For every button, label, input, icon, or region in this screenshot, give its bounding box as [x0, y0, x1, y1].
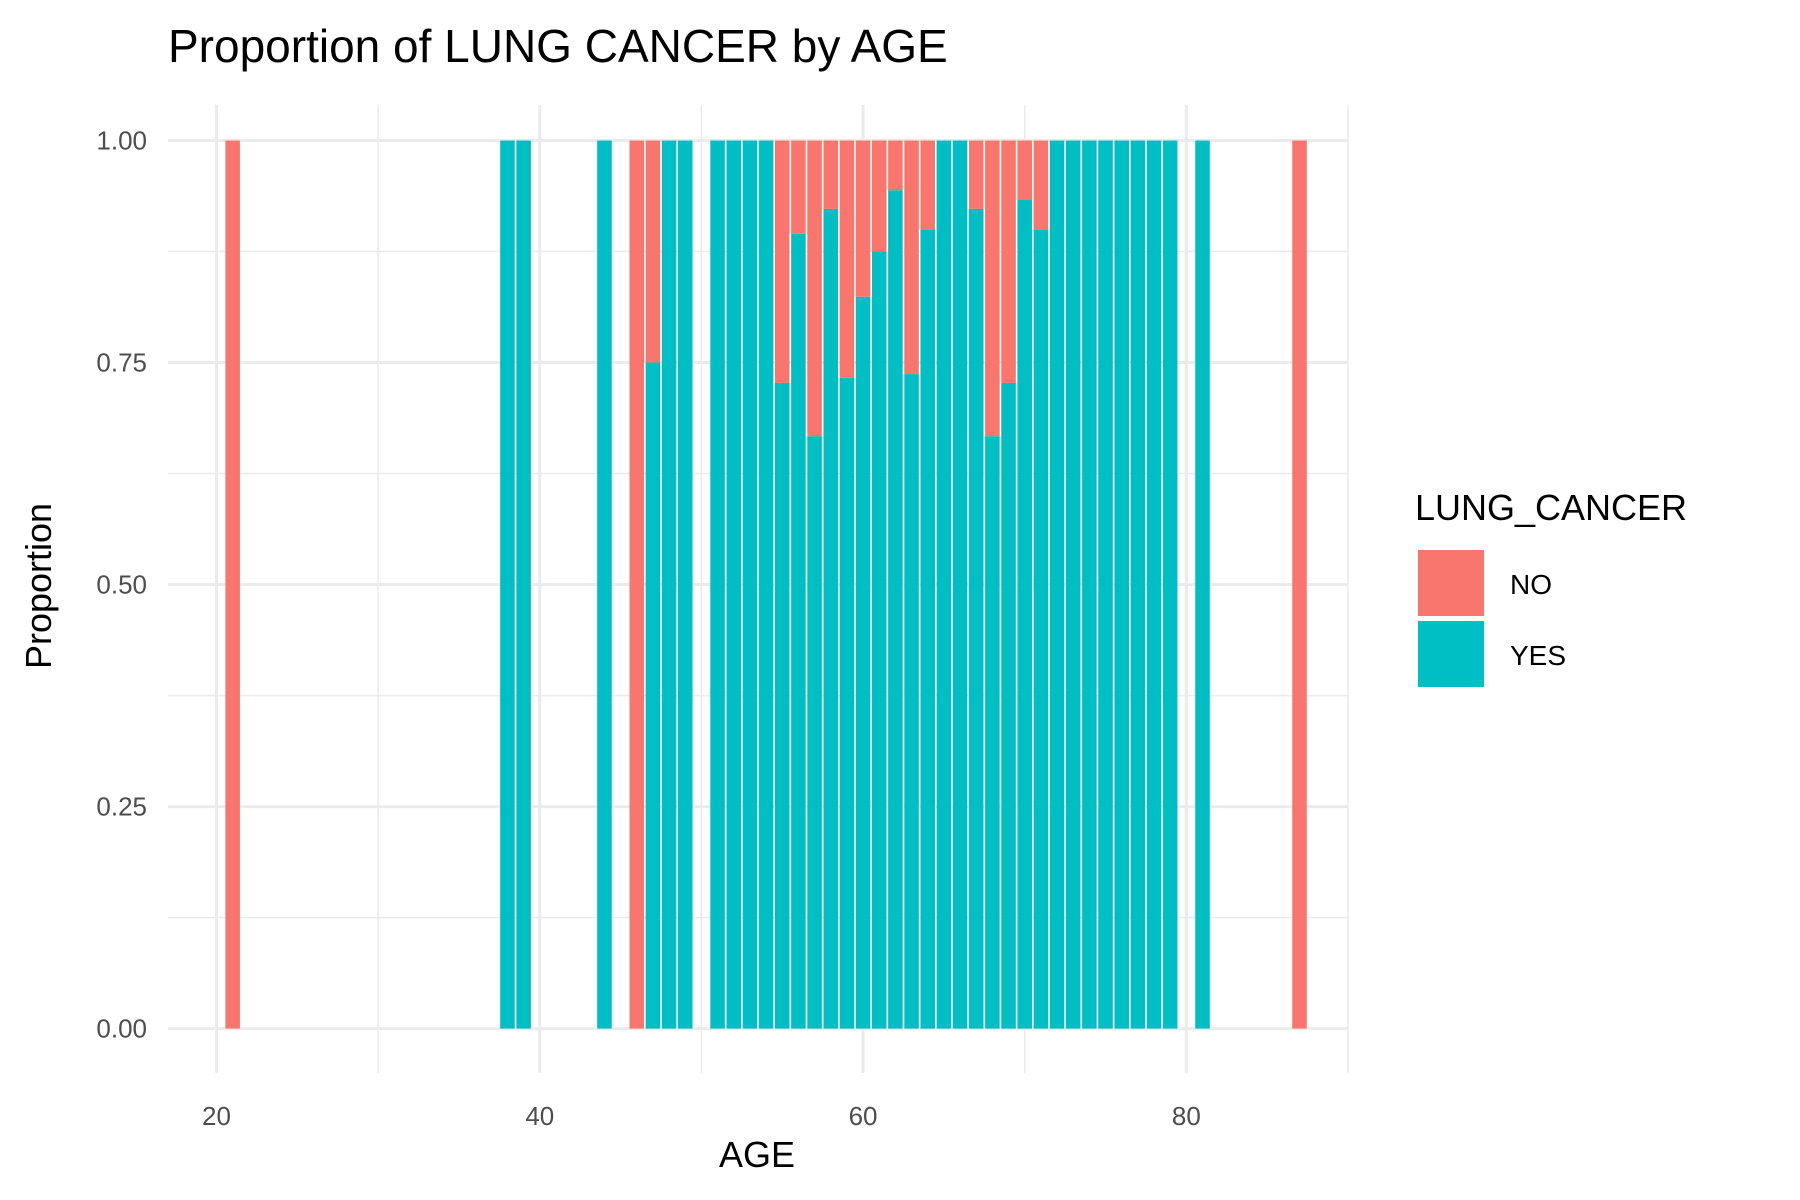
bar-yes	[597, 140, 612, 1029]
bar-yes	[855, 296, 871, 1029]
bar-no	[888, 140, 903, 191]
bar-yes	[677, 140, 693, 1029]
bar-yes	[920, 229, 935, 1029]
bar-no	[968, 140, 984, 209]
bar-yes	[888, 190, 903, 1029]
bar-no	[871, 140, 887, 252]
x-tick-label: 20	[202, 1101, 231, 1131]
bar-no	[920, 140, 935, 230]
x-tick-label: 40	[525, 1101, 554, 1131]
bar-no	[823, 140, 839, 209]
bar-no	[985, 140, 1000, 437]
bar-yes	[791, 233, 806, 1029]
bar-yes	[968, 208, 984, 1029]
bar-yes	[904, 374, 919, 1029]
bar-no	[1017, 140, 1032, 201]
legend-label-no: NO	[1510, 569, 1552, 600]
bar-no	[904, 140, 919, 375]
bar-yes	[1065, 140, 1081, 1029]
y-tick-label: 0.00	[96, 1014, 147, 1044]
y-axis-title: Proportion	[18, 503, 59, 669]
bar-yes	[1098, 140, 1113, 1029]
y-tick-label: 0.50	[96, 570, 147, 600]
y-tick-label: 1.00	[96, 126, 147, 156]
legend-title: LUNG_CANCER	[1415, 487, 1687, 528]
legend-key-yes	[1418, 621, 1484, 687]
bar-yes	[1130, 140, 1146, 1029]
bar-no	[807, 140, 822, 437]
bar-no	[1292, 140, 1307, 1029]
y-tick-label: 0.25	[96, 792, 147, 822]
bar-yes	[758, 140, 774, 1029]
bar-no	[855, 140, 871, 297]
bar-yes	[936, 140, 952, 1029]
bar-no	[629, 140, 645, 1029]
bar-yes	[952, 140, 968, 1029]
x-axis-title: AGE	[719, 1134, 795, 1175]
legend: LUNG_CANCER NO YES	[1415, 487, 1687, 687]
bar-yes	[1017, 200, 1032, 1029]
bar-no	[774, 140, 790, 383]
legend-key-no	[1418, 550, 1484, 616]
bar-no	[1001, 140, 1016, 383]
bar-yes	[1146, 140, 1162, 1029]
bar-yes	[871, 251, 887, 1029]
bar-yes	[1195, 140, 1210, 1029]
bar-yes	[1049, 140, 1065, 1029]
bar-yes	[774, 382, 790, 1029]
x-tick-label: 80	[1172, 1101, 1201, 1131]
x-tick-label: 60	[849, 1101, 878, 1131]
bar-yes	[645, 362, 661, 1029]
legend-label-yes: YES	[1510, 640, 1566, 671]
bar-yes	[823, 208, 839, 1029]
bar-yes	[1082, 140, 1097, 1029]
bar-no	[225, 140, 240, 1029]
bar-yes	[839, 377, 855, 1029]
bar-no	[791, 140, 806, 234]
bar-yes	[807, 436, 822, 1029]
bar-yes	[516, 140, 531, 1029]
bar-yes	[710, 140, 725, 1029]
bars	[225, 140, 1307, 1029]
bar-yes	[726, 140, 742, 1029]
bar-no	[1033, 140, 1049, 230]
bar-yes	[1001, 382, 1016, 1029]
bar-yes	[1114, 140, 1129, 1029]
bar-yes	[1033, 229, 1049, 1029]
chart-title: Proportion of LUNG CANCER by AGE	[168, 20, 948, 72]
bar-yes	[742, 140, 758, 1029]
bar-yes	[661, 140, 677, 1029]
bar-yes	[500, 140, 515, 1029]
tick-labels: 20 40 60 80 0.00 0.25 0.50 0.75 1.00	[96, 126, 1200, 1131]
bar-yes	[1162, 140, 1178, 1029]
bar-yes	[985, 436, 1000, 1029]
bar-no	[645, 140, 661, 363]
y-tick-label: 0.75	[96, 348, 147, 378]
bar-no	[839, 140, 855, 378]
